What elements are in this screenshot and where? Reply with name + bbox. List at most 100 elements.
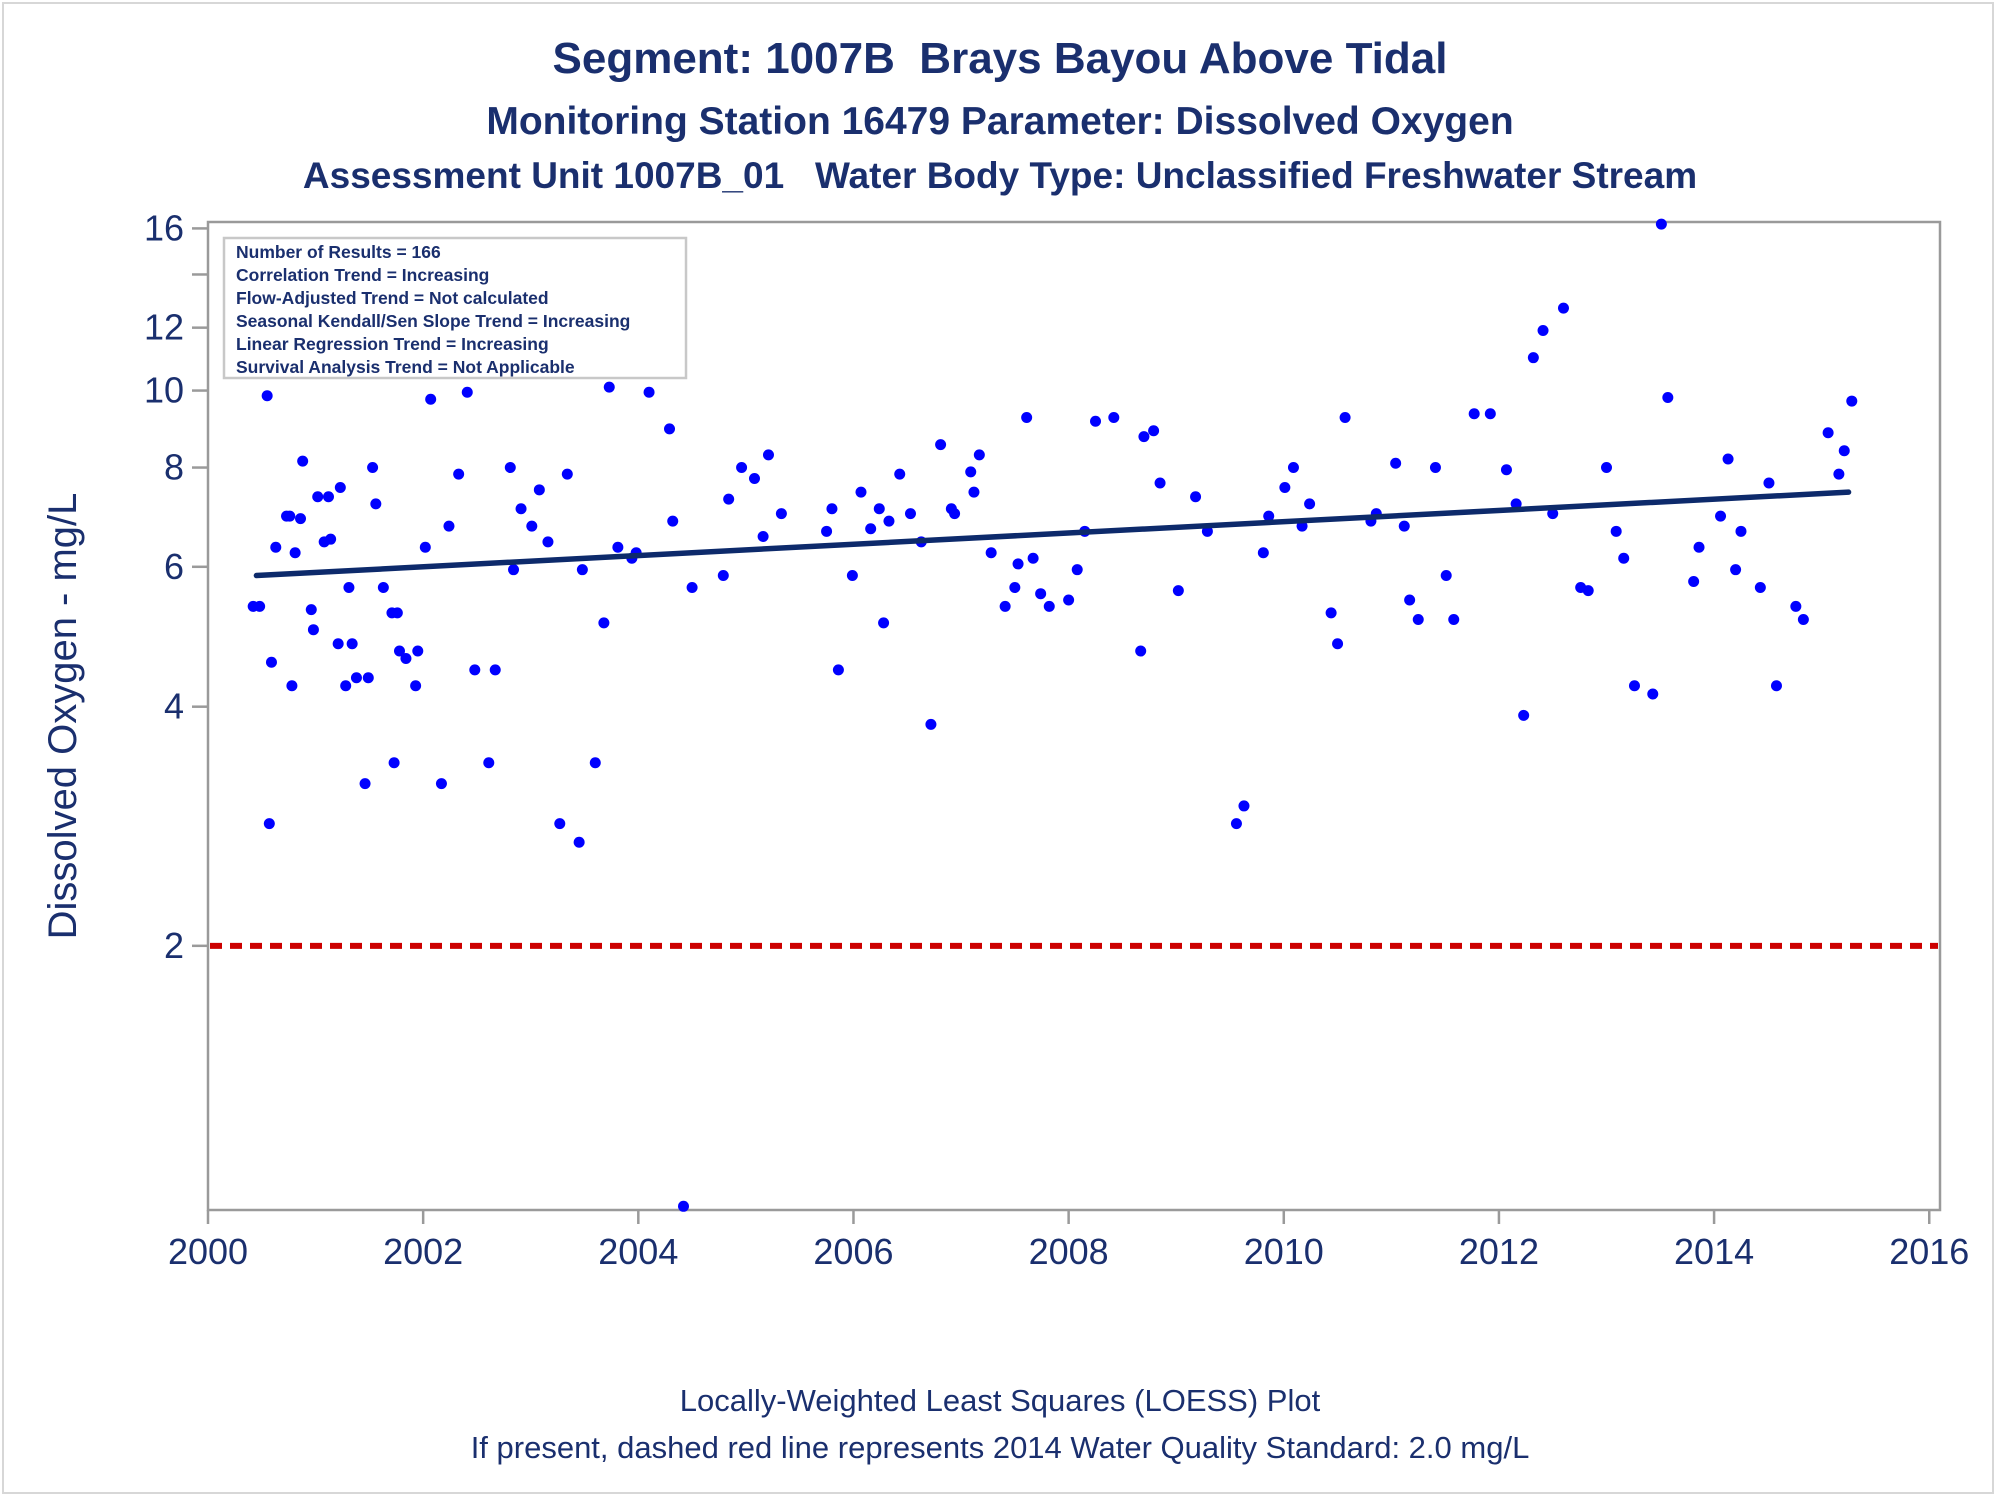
y-tick-label: 2: [164, 925, 184, 966]
data-point: [598, 617, 610, 629]
data-point: [1429, 462, 1441, 474]
x-tick-label: 2006: [813, 1231, 893, 1272]
data-point: [748, 473, 760, 485]
chart-subtitle-assessment: Assessment Unit 1007B_01 Water Body Type…: [302, 155, 1698, 196]
data-point: [1230, 818, 1242, 830]
data-point: [865, 523, 877, 535]
data-point: [949, 508, 961, 520]
data-point: [554, 818, 566, 830]
chart-subtitle: Monitoring Station 16479 Parameter: Diss…: [486, 100, 1514, 143]
data-point: [1404, 594, 1416, 606]
data-point: [346, 638, 358, 650]
trend-statistic-line: Correlation Trend = Increasing: [236, 265, 489, 285]
data-point: [757, 531, 769, 543]
data-point: [576, 564, 588, 576]
data-point: [400, 652, 412, 664]
footnote-standard: If present, dashed red line represents 2…: [470, 1430, 1530, 1465]
x-tick-label: 2012: [1459, 1231, 1539, 1272]
x-tick-label: 2010: [1244, 1231, 1324, 1272]
data-point: [723, 493, 735, 505]
data-point: [1468, 408, 1480, 420]
data-point: [873, 503, 885, 515]
y-tick-label: 12: [144, 307, 184, 348]
trend-statistic-line: Number of Results = 166: [236, 242, 441, 262]
data-point: [1662, 392, 1674, 404]
trend-statistic-line: Flow-Adjusted Trend = Not calculated: [236, 288, 549, 308]
data-point: [515, 503, 527, 515]
data-point: [883, 515, 895, 527]
data-point: [307, 624, 319, 636]
data-point: [286, 680, 298, 692]
data-points: [247, 218, 1858, 1212]
data-point: [762, 449, 774, 461]
data-point: [305, 604, 317, 616]
data-point: [1610, 525, 1622, 537]
data-point: [1390, 457, 1402, 469]
plot-area: [206, 220, 1942, 1212]
data-point: [832, 664, 844, 676]
data-point: [1730, 564, 1742, 576]
data-point: [1688, 575, 1700, 587]
data-point: [1304, 498, 1316, 510]
data-point: [1172, 585, 1184, 597]
data-point: [1655, 218, 1667, 230]
data-point: [410, 680, 422, 692]
data-point: [821, 525, 833, 537]
data-point: [1518, 709, 1530, 721]
data-point: [489, 664, 501, 676]
data-point: [1547, 508, 1559, 520]
data-point: [370, 498, 382, 510]
data-point: [312, 491, 324, 503]
data-point: [878, 617, 890, 629]
data-point: [533, 484, 545, 496]
data-point: [377, 582, 389, 594]
x-tick-label: 2014: [1674, 1231, 1754, 1272]
data-point: [736, 462, 748, 474]
data-point: [1287, 462, 1299, 474]
y-axis-label: Dissolved Oxygen - mg/L: [41, 493, 85, 940]
data-point: [826, 503, 838, 515]
data-point: [1537, 325, 1549, 337]
data-point: [1601, 462, 1613, 474]
data-point: [1754, 582, 1766, 594]
data-point: [855, 486, 867, 498]
x-tick-label: 2002: [383, 1231, 463, 1272]
data-point: [664, 423, 676, 435]
data-point: [261, 390, 273, 402]
data-point: [1325, 607, 1337, 619]
data-point: [263, 818, 275, 830]
data-point: [1628, 680, 1640, 692]
data-point: [1412, 614, 1424, 626]
trend-statistic-line: Seasonal Kendall/Sen Slope Trend = Incre…: [236, 311, 630, 331]
data-point: [1790, 600, 1802, 612]
data-point: [1071, 564, 1083, 576]
data-point: [1838, 445, 1850, 457]
data-point: [1154, 477, 1166, 489]
x-tick-label: 2004: [598, 1231, 678, 1272]
data-point: [1108, 411, 1120, 423]
data-point: [1009, 582, 1021, 594]
data-point: [504, 462, 516, 474]
data-point: [453, 468, 465, 480]
y-tick-label: 4: [164, 686, 184, 727]
data-point: [667, 515, 679, 527]
data-point: [526, 520, 538, 532]
y-axis: 2 4 6 8 10 12 16: [144, 207, 208, 966]
data-point: [412, 645, 424, 657]
data-point: [1582, 585, 1594, 597]
data-point: [1012, 558, 1024, 570]
data-point: [999, 600, 1011, 612]
data-point: [297, 455, 309, 467]
data-point: [367, 462, 379, 474]
data-point: [1722, 453, 1734, 465]
data-point: [1238, 800, 1250, 812]
data-point: [561, 468, 573, 480]
data-point: [1846, 395, 1858, 407]
data-point: [573, 836, 585, 848]
data-point: [435, 778, 447, 790]
data-point: [1027, 552, 1039, 564]
data-point: [1618, 552, 1630, 564]
data-point: [284, 510, 296, 522]
x-tick-label: 2008: [1029, 1231, 1109, 1272]
data-point: [1440, 570, 1452, 582]
